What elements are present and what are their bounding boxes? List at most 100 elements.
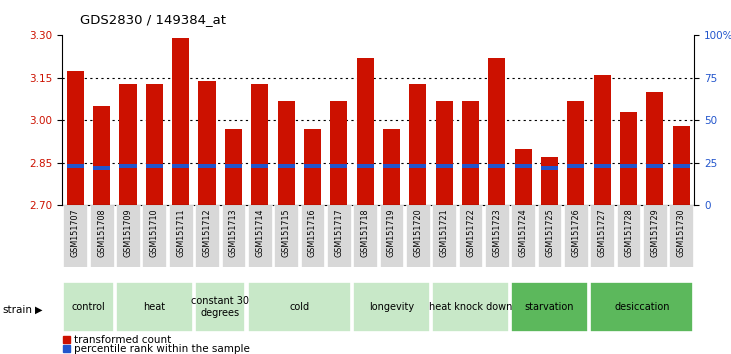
Bar (300, 205, 325, 267)
Bar (327, 205, 351, 267)
Text: starvation: starvation (525, 302, 575, 312)
Text: GSM151720: GSM151720 (413, 209, 423, 257)
Text: GSM151729: GSM151729 (651, 209, 659, 257)
Bar (564, 205, 588, 267)
Text: GSM151719: GSM151719 (387, 209, 396, 257)
Bar (251, 84, 268, 205)
Text: ▶: ▶ (35, 305, 42, 315)
Text: transformed count: transformed count (75, 335, 172, 344)
Text: GSM151730: GSM151730 (677, 209, 686, 257)
Bar (278, 164, 295, 167)
Bar (145, 164, 163, 167)
Bar (172, 164, 189, 167)
Bar (436, 164, 452, 167)
Text: desiccation: desiccation (614, 302, 670, 312)
Text: heat: heat (143, 302, 165, 312)
Text: control: control (72, 302, 105, 312)
Bar (646, 164, 664, 167)
Bar (357, 58, 374, 205)
Bar (620, 164, 637, 167)
Bar (541, 166, 558, 170)
Bar (462, 164, 479, 167)
Bar (93, 166, 110, 170)
Bar (538, 205, 561, 267)
Bar (488, 164, 505, 167)
Bar (67, 71, 84, 205)
Bar (251, 164, 268, 167)
Text: GSM151712: GSM151712 (202, 209, 211, 257)
Text: percentile rank within the sample: percentile rank within the sample (75, 344, 250, 354)
Bar (116, 205, 140, 267)
Text: longevity: longevity (369, 302, 414, 312)
Bar (485, 205, 509, 267)
Bar (63, 345, 70, 353)
Bar (248, 282, 351, 332)
Text: GSM151718: GSM151718 (360, 209, 370, 257)
Text: GSM151728: GSM151728 (624, 209, 633, 257)
Text: GSM151726: GSM151726 (572, 209, 580, 257)
Bar (357, 164, 374, 167)
Text: GSM151723: GSM151723 (493, 209, 501, 257)
Bar (199, 164, 216, 167)
Bar (225, 129, 242, 205)
Bar (274, 205, 298, 267)
Bar (643, 205, 667, 267)
Bar (116, 282, 192, 332)
Bar (199, 81, 216, 205)
Bar (436, 101, 452, 205)
Bar (383, 164, 400, 167)
Bar (567, 101, 585, 205)
Bar (512, 282, 588, 332)
Text: GSM151709: GSM151709 (124, 209, 132, 257)
Text: GDS2830 / 149384_at: GDS2830 / 149384_at (80, 13, 227, 26)
Bar (383, 129, 400, 205)
Bar (673, 164, 690, 167)
Text: heat knock down: heat knock down (429, 302, 512, 312)
Text: cold: cold (289, 302, 309, 312)
Text: GSM151714: GSM151714 (255, 209, 264, 257)
Bar (432, 205, 456, 267)
Bar (143, 205, 166, 267)
Text: GSM151710: GSM151710 (150, 209, 159, 257)
Text: GSM151722: GSM151722 (466, 209, 475, 257)
Bar (63, 336, 70, 343)
Text: GSM151713: GSM151713 (229, 209, 238, 257)
Text: GSM151724: GSM151724 (519, 209, 528, 257)
Bar (119, 84, 137, 205)
Bar (64, 205, 87, 267)
Bar (195, 205, 219, 267)
Text: GSM151725: GSM151725 (545, 209, 554, 257)
Bar (617, 205, 640, 267)
Bar (515, 164, 531, 167)
Bar (93, 106, 110, 205)
Bar (462, 101, 479, 205)
Bar (594, 164, 611, 167)
Bar (119, 164, 137, 167)
Bar (353, 282, 430, 332)
Bar (673, 126, 690, 205)
Bar (591, 282, 693, 332)
Bar (515, 149, 531, 205)
Bar (488, 58, 505, 205)
Bar (353, 205, 377, 267)
Bar (195, 282, 245, 332)
Text: GSM151717: GSM151717 (334, 209, 344, 257)
Bar (221, 205, 245, 267)
Text: GSM151711: GSM151711 (176, 209, 185, 257)
Bar (567, 164, 585, 167)
Bar (406, 205, 430, 267)
Bar (409, 84, 426, 205)
Bar (458, 205, 482, 267)
Text: GSM151707: GSM151707 (71, 209, 80, 257)
Bar (432, 282, 509, 332)
Bar (620, 112, 637, 205)
Bar (304, 129, 321, 205)
Text: GSM151715: GSM151715 (281, 209, 291, 257)
Bar (591, 205, 614, 267)
Bar (64, 282, 113, 332)
Text: strain: strain (2, 305, 32, 315)
Text: GSM151721: GSM151721 (439, 209, 449, 257)
Text: constant 30
degrees: constant 30 degrees (192, 296, 249, 318)
Bar (172, 38, 189, 205)
Bar (278, 101, 295, 205)
